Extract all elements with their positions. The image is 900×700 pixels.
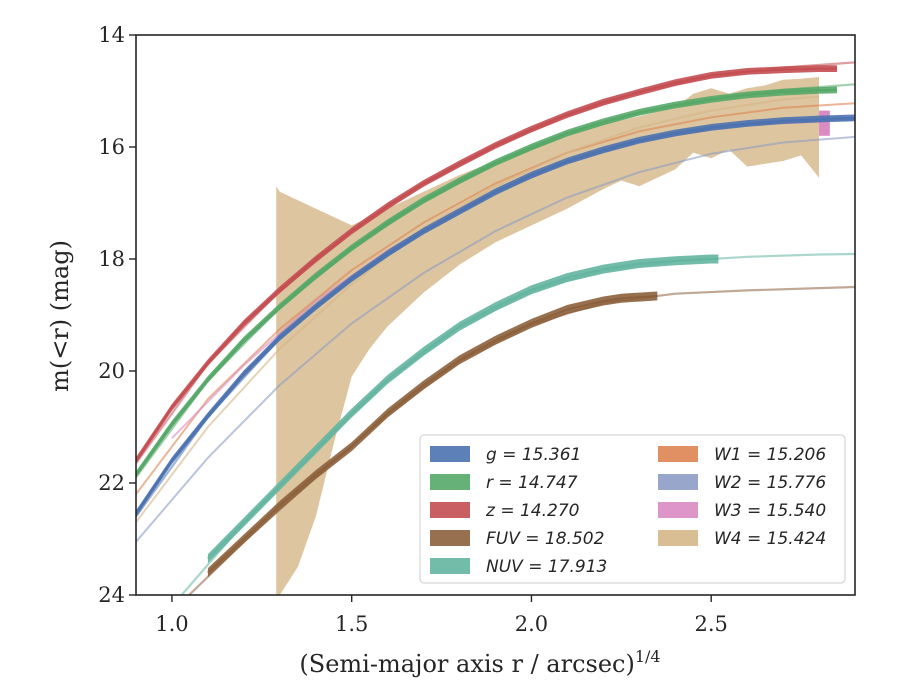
y-tick-label: 16 [98,135,125,159]
g-model-line [136,117,855,518]
y-axis: 14 16 18 20 22 24 [98,23,136,607]
legend-swatch-w3 [658,502,698,518]
legend-label-w1: W1 = 15.206 [714,445,826,465]
r-profile-band [136,86,837,478]
x-tick-label: 2.0 [515,612,548,636]
x-tick-label: 1.0 [155,612,188,636]
legend-swatch-r [430,474,470,490]
legend-label-fuv: FUV = 18.502 [486,529,604,549]
w1-model-line [136,102,855,495]
legend-label-z: z = 14.270 [485,501,579,521]
x-tick-label: 1.5 [335,612,368,636]
x-axis-label-superscript: 1/4 [635,647,661,666]
x-axis: 1.0 1.5 2.0 2.5 [155,595,728,636]
y-tick-label: 22 [98,471,125,495]
legend-label-nuv: NUV = 17.913 [486,557,607,577]
nuv-model-line [180,252,855,595]
x-axis-label: (Semi-major axis r / arcsec)1/4 [299,647,660,678]
y-tick-label: 24 [98,583,125,607]
legend-label-r: r = 14.747 [486,473,578,493]
legend-swatch-w1 [658,446,698,462]
w2-model-line [136,135,855,543]
x-tick-label: 2.5 [694,612,727,636]
w3-marker [819,110,830,136]
y-tick-label: 14 [98,23,125,47]
legend-label-w4: W4 = 15.424 [714,529,826,549]
legend-swatch-nuv [430,558,470,574]
legend-box [419,434,846,584]
w4-model-line [136,95,820,523]
legend-label-w3: W3 = 15.540 [714,501,826,521]
legend-label-g: g = 15.361 [486,445,581,465]
legend-label-w2: W2 = 15.776 [714,473,826,493]
legend-swatch-z [430,502,470,518]
legend-swatch-g [430,446,470,462]
legend-swatch-w2 [658,474,698,490]
y-tick-label: 18 [98,247,125,271]
legend: g = 15.361 r = 14.747 z = 14.270 FUV = 18.5… [419,434,846,584]
axes-frame [135,34,856,596]
z-model-line [136,61,855,465]
x-axis-label-main: (Semi-major axis r / arcsec) [299,650,634,678]
y-tick-label: 20 [98,359,125,383]
r-model-line [136,83,855,479]
plot-area [136,61,855,595]
legend-swatch-w4 [658,530,698,546]
fuv-model-line [187,285,855,595]
y-axis-label: m(<r) (mag) [46,240,74,392]
g-profile-band [136,114,855,518]
legend-swatch-fuv [430,530,470,546]
